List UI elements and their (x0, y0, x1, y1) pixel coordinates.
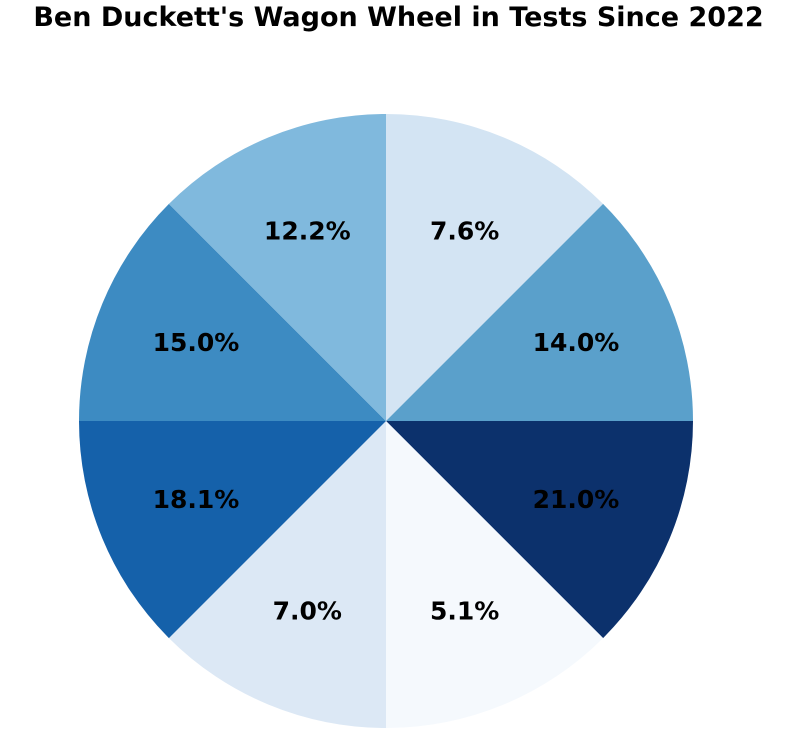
slice-label-4: 5.1% (430, 597, 499, 626)
pie-slice-1 (386, 114, 604, 421)
pie-slice-4 (386, 421, 604, 728)
pie-slice-3 (386, 421, 693, 639)
slice-label-7: 15.0% (153, 328, 240, 357)
pie-slice-2 (386, 203, 693, 421)
slice-label-2: 14.0% (533, 328, 620, 357)
pie-slice-6 (79, 421, 386, 639)
slice-label-5: 7.0% (273, 597, 342, 626)
slice-label-8: 12.2% (264, 217, 351, 246)
slice-label-6: 18.1% (153, 485, 240, 514)
slice-label-1: 7.6% (430, 217, 499, 246)
slice-label-3: 21.0% (533, 485, 620, 514)
pie-slice-8 (168, 114, 386, 421)
pie-slice-7 (79, 203, 386, 421)
chart-title: Ben Duckett's Wagon Wheel in Tests Since… (33, 2, 764, 33)
pie-slice-5 (168, 421, 386, 728)
